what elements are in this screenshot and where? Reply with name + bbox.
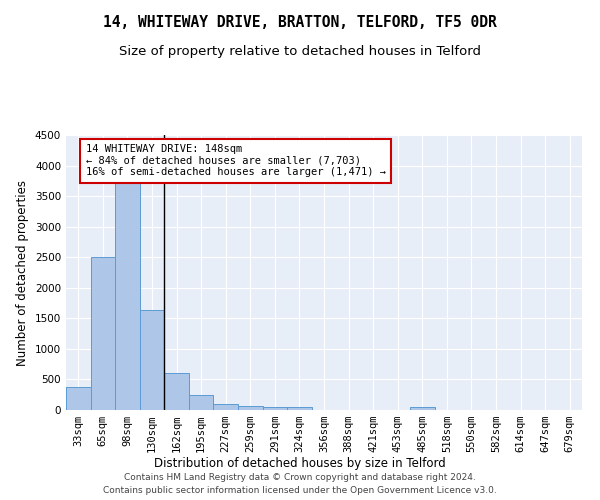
Bar: [238, 406, 263, 410]
Bar: [91, 257, 115, 410]
Text: Distribution of detached houses by size in Telford: Distribution of detached houses by size …: [154, 458, 446, 470]
Text: 14, WHITEWAY DRIVE, BRATTON, TELFORD, TF5 0DR: 14, WHITEWAY DRIVE, BRATTON, TELFORD, TF…: [103, 15, 497, 30]
Text: 14 WHITEWAY DRIVE: 148sqm
← 84% of detached houses are smaller (7,703)
16% of se: 14 WHITEWAY DRIVE: 148sqm ← 84% of detac…: [86, 144, 386, 178]
Bar: [410, 406, 434, 410]
Bar: [263, 407, 287, 410]
Bar: [66, 388, 91, 410]
Bar: [287, 407, 312, 410]
Bar: [189, 396, 214, 410]
Text: Contains HM Land Registry data © Crown copyright and database right 2024.
Contai: Contains HM Land Registry data © Crown c…: [103, 474, 497, 495]
Y-axis label: Number of detached properties: Number of detached properties: [16, 180, 29, 366]
Bar: [214, 404, 238, 410]
Bar: [140, 310, 164, 410]
Text: Size of property relative to detached houses in Telford: Size of property relative to detached ho…: [119, 45, 481, 58]
Bar: [115, 181, 140, 410]
Bar: [164, 374, 189, 410]
